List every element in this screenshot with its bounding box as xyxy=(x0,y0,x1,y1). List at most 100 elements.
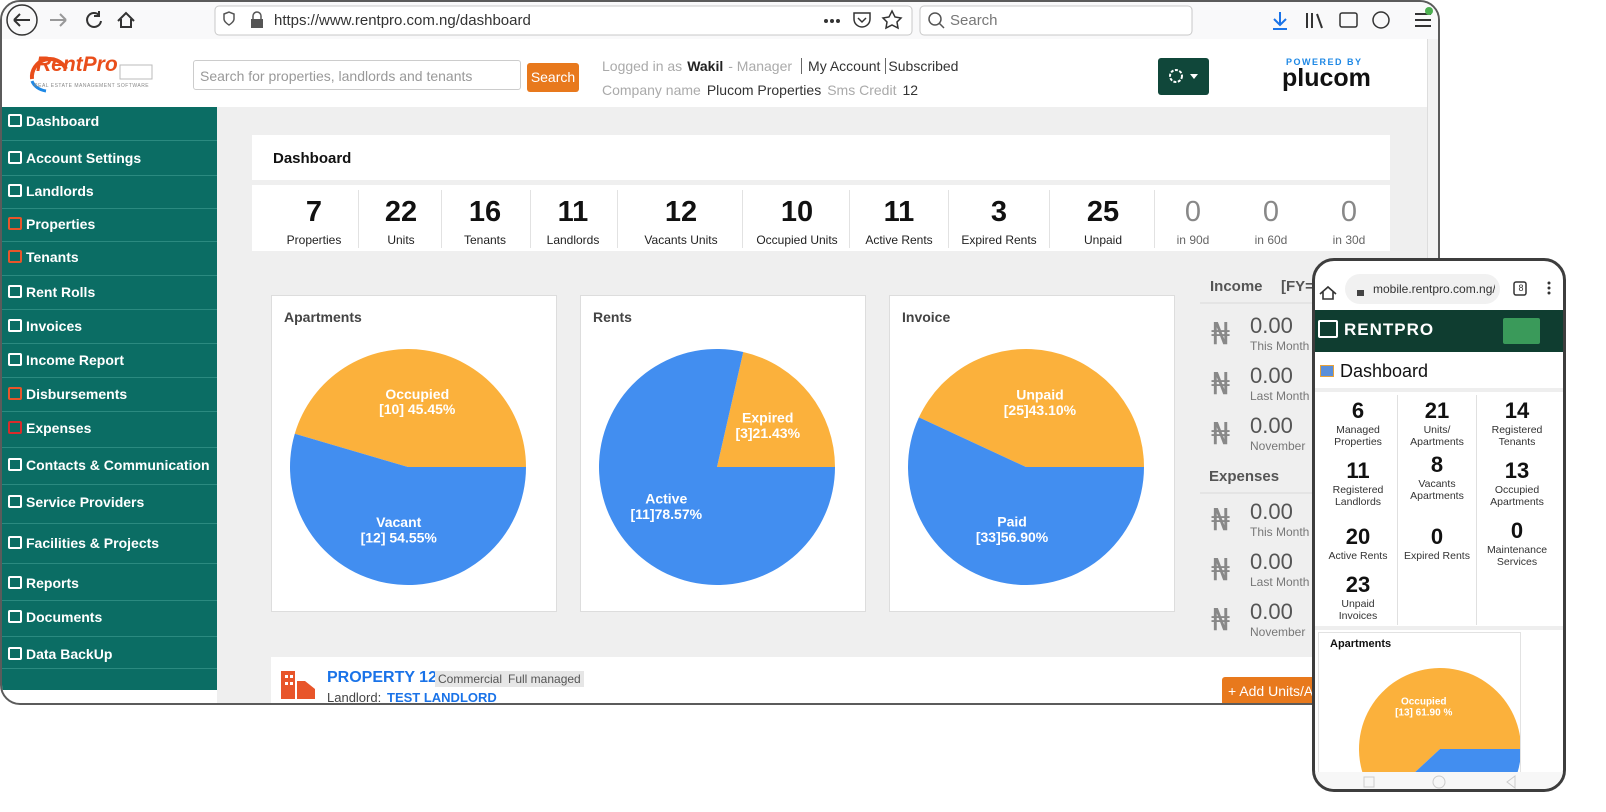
url-text: https://www.rentpro.com.ng/dashboard xyxy=(274,12,531,29)
sidebar-icon xyxy=(8,319,22,332)
chart-card: Apartments Occupied [10] 45.45% Vacant [12] … xyxy=(271,295,557,612)
mobile-tabs: 8 xyxy=(1518,283,1524,293)
mobile-menu-button[interactable] xyxy=(1503,318,1540,344)
sidebar-icon xyxy=(8,184,22,197)
sidebar-divider xyxy=(2,563,217,564)
sidebar-item[interactable]: Contacts & Communication xyxy=(26,457,210,473)
sidebar-icon xyxy=(8,114,22,127)
currency-symbol: ₦ xyxy=(1211,503,1231,538)
mobile-stat-value: 11 xyxy=(1346,458,1370,483)
my-account-link[interactable]: My Account xyxy=(801,58,880,74)
sidebar-item[interactable]: Invoices xyxy=(26,318,83,334)
period: This Month xyxy=(1250,525,1310,539)
sidebar-icon xyxy=(8,387,22,400)
stat-label: Unpaid xyxy=(1083,233,1123,247)
sidebar-item[interactable]: Service Providers xyxy=(26,494,145,510)
menu-dot xyxy=(836,19,840,23)
reload-icon[interactable] xyxy=(86,11,102,28)
logo-arc-blue xyxy=(30,80,47,93)
sidebar-item[interactable]: Landlords xyxy=(26,183,94,199)
sidebar-icon xyxy=(8,353,22,366)
stat-value: 22 xyxy=(384,196,418,228)
sidebar-item[interactable]: Facilities & Projects xyxy=(26,535,160,551)
download-icon[interactable] xyxy=(1273,12,1287,30)
url-bar[interactable] xyxy=(214,5,913,36)
property-name[interactable]: PROPERTY 12 xyxy=(327,669,437,686)
forward-arrow[interactable] xyxy=(50,13,67,27)
sidebar-divider xyxy=(2,274,217,276)
sidebar-icon xyxy=(8,647,22,660)
gear-icon xyxy=(1169,69,1198,83)
sidebar-divider xyxy=(2,139,217,141)
search-input[interactable]: Search for properties, landlords and ten… xyxy=(193,60,521,90)
search-bar[interactable] xyxy=(919,5,1193,36)
mobile-logo-icon xyxy=(1318,320,1338,338)
period: Last Month xyxy=(1250,389,1310,403)
nav-back xyxy=(1506,775,1516,789)
mobile-pie-chart: Occupied[13] 61.90 % xyxy=(1359,668,1520,776)
sidebar-item[interactable]: Data BackUp xyxy=(26,646,113,662)
pie-slice xyxy=(290,433,526,585)
hamburger-icon[interactable] xyxy=(1415,13,1431,27)
stat-label: in 30d xyxy=(1332,233,1366,247)
search-placeholder: Search for properties, landlords and ten… xyxy=(200,68,473,84)
landlord-label: Landlord: xyxy=(327,690,382,705)
stat-separator xyxy=(617,190,618,248)
mobile-stat-label: Expired Rents xyxy=(1404,550,1470,562)
mobile-stat-value: 20 xyxy=(1345,524,1371,549)
pie-chart: Unpaid[25]43.10% Paid[33]56.90% xyxy=(908,348,1144,585)
period: November xyxy=(1250,625,1306,639)
pie-slice xyxy=(717,351,835,467)
sidebar-item[interactable]: Disbursements xyxy=(26,386,128,402)
mobile-divider xyxy=(1315,626,1563,630)
slice-label: Vacant xyxy=(376,514,421,530)
currency-symbol: ₦ xyxy=(1211,553,1231,588)
stat-label: Expired Rents xyxy=(961,233,1037,247)
account-icon[interactable] xyxy=(1372,11,1390,29)
mobile-nav-icons xyxy=(1363,775,1516,789)
nav-home xyxy=(1432,775,1446,789)
slice-label: Unpaid xyxy=(1016,387,1063,403)
subscribed-link[interactable]: Subscribed xyxy=(885,58,958,74)
sidebar-item[interactable]: Tenants xyxy=(26,249,79,265)
sidebar-item[interactable]: Properties xyxy=(26,216,96,232)
sidebar-item[interactable]: Documents xyxy=(26,609,103,625)
settings-button[interactable] xyxy=(1158,58,1209,95)
slice-value-label: [10] 45.45% xyxy=(379,401,456,417)
sidebar-item[interactable]: Account Settings xyxy=(26,150,142,166)
sidebar-item[interactable]: Income Report xyxy=(26,352,125,368)
sidebar-item[interactable]: Rent Rolls xyxy=(26,284,96,300)
amount: 0.00 xyxy=(1250,599,1293,624)
window xyxy=(285,682,288,685)
landlord-name[interactable]: TEST LANDLORD xyxy=(387,690,497,705)
sidebar-divider xyxy=(2,309,217,310)
menu-dot xyxy=(1547,291,1551,295)
expenses-title: Expenses xyxy=(1209,468,1280,485)
sidebar-divider xyxy=(2,240,217,242)
pie-slice xyxy=(294,349,526,467)
mobile-title: Dashboard xyxy=(1340,361,1429,381)
stat-separator xyxy=(358,190,359,248)
pocket-icon[interactable] xyxy=(853,12,871,28)
search-button[interactable]: Search xyxy=(527,63,579,92)
amount: 0.00 xyxy=(1250,363,1293,388)
sidebar-divider xyxy=(2,522,217,524)
star-icon[interactable] xyxy=(881,9,903,30)
sidebar-divider xyxy=(2,411,217,412)
browser-search-text: Search xyxy=(950,12,998,29)
sidebar-icon[interactable] xyxy=(1339,12,1358,28)
home-icon[interactable] xyxy=(117,11,135,28)
library-icon[interactable] xyxy=(1306,13,1323,29)
search-icon-handle xyxy=(938,22,945,29)
back-button[interactable] xyxy=(6,4,38,36)
sidebar-item[interactable]: Expenses xyxy=(26,420,92,436)
sidebar-item[interactable]: Reports xyxy=(26,575,79,591)
stat-separator xyxy=(1154,190,1155,248)
stat-separator xyxy=(441,190,442,248)
stats-card: 7 Properties 22 Units 16 Tenants 11 Landlords 12… xyxy=(252,185,1390,251)
stat-value: 11 xyxy=(557,196,589,228)
login-line: Logged in as Wakil - Manager My Account Subs… xyxy=(602,58,958,74)
shield-icon xyxy=(223,11,235,26)
slice-label: Active xyxy=(645,490,687,506)
sidebar-item[interactable]: Dashboard xyxy=(26,113,100,129)
